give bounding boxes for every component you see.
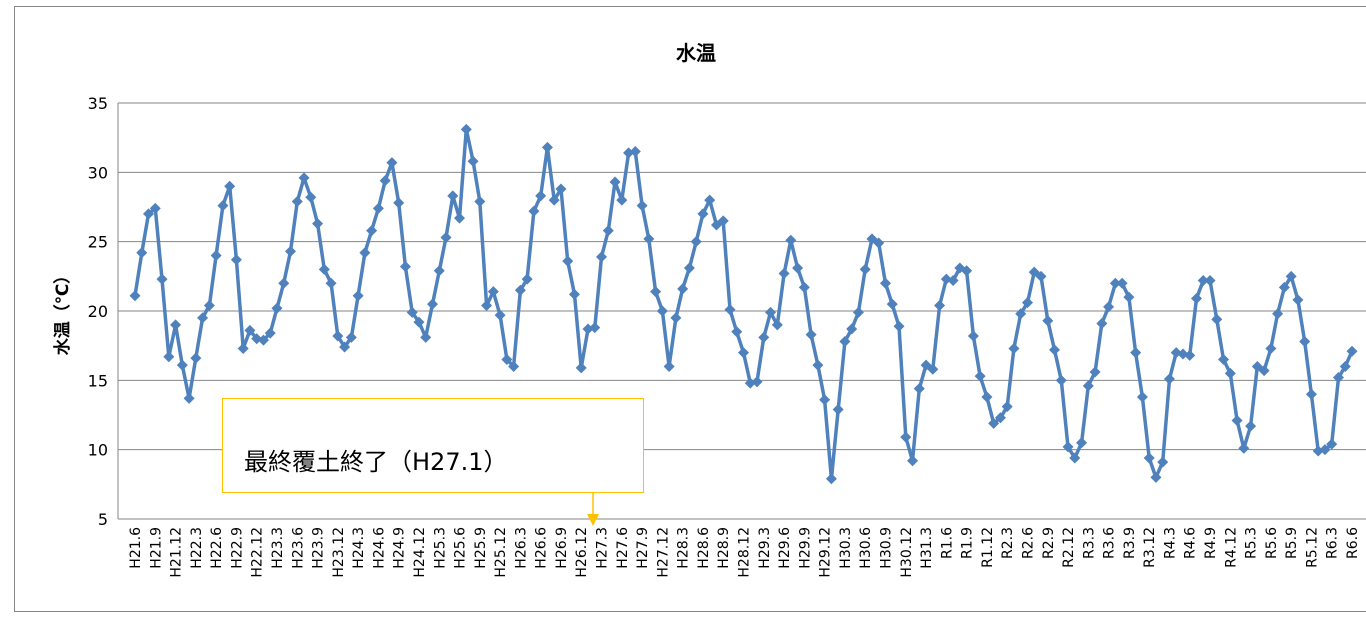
x-tick-label: R4.12 — [1223, 527, 1239, 568]
x-tick-label: R1.9 — [960, 527, 976, 559]
x-tick-label: H28.12 — [737, 527, 753, 578]
x-tick-label: H29.9 — [797, 527, 813, 569]
x-tick-label: R4.6 — [1183, 527, 1199, 559]
x-tick-label: H26.9 — [554, 527, 570, 569]
x-tick-label: R1.6 — [939, 527, 955, 559]
x-tick-label: R1.12 — [980, 527, 996, 568]
x-tick-label: H24.6 — [371, 527, 387, 569]
x-tick-label: H24.9 — [392, 527, 408, 569]
x-tick-label: R2.12 — [1061, 527, 1077, 568]
x-tick-label: H22.6 — [209, 527, 225, 569]
x-tick-label: H23.6 — [290, 527, 306, 569]
chart-frame — [15, 7, 1366, 612]
x-tick-label: R5.12 — [1304, 527, 1320, 568]
x-tick-label: H27.12 — [655, 527, 671, 578]
x-tick-label: H24.12 — [412, 527, 428, 578]
x-tick-label: H23.12 — [331, 527, 347, 578]
x-tick-label: R5.9 — [1284, 527, 1300, 559]
x-tick-label: H22.9 — [229, 527, 245, 569]
x-tick-label: H27.3 — [595, 527, 611, 569]
x-tick-label: R3.9 — [1122, 527, 1138, 559]
x-tick-label: R2.9 — [1041, 527, 1057, 559]
y-axis-label: 水温（℃） — [52, 267, 73, 356]
y-tick-label: 35 — [88, 94, 108, 113]
y-tick-label: 25 — [88, 233, 108, 252]
annotation-box — [223, 399, 644, 493]
x-tick-label: R6.3 — [1325, 527, 1341, 559]
x-tick-label: R4.9 — [1203, 527, 1219, 559]
x-tick-label: R6.6 — [1345, 527, 1361, 559]
x-tick-label: R5.3 — [1244, 527, 1260, 559]
x-tick-label: H30.6 — [858, 527, 874, 569]
x-tick-label: H23.9 — [311, 527, 327, 569]
x-tick-label: H30.9 — [878, 527, 894, 569]
x-tick-label: H27.9 — [635, 527, 651, 569]
x-tick-label: H30.3 — [838, 527, 854, 569]
x-tick-label: H21.9 — [148, 527, 164, 569]
x-tick-label: H29.3 — [757, 527, 773, 569]
y-tick-label: 10 — [88, 441, 108, 460]
x-tick-label: R3.12 — [1142, 527, 1158, 568]
chart-title: 水温 — [676, 41, 716, 65]
x-tick-label: H30.12 — [899, 527, 915, 578]
x-tick-label: R4.3 — [1162, 527, 1178, 559]
x-tick-label: H21.12 — [169, 527, 185, 578]
x-tick-label: H22.3 — [189, 527, 205, 569]
x-tick-label: H21.6 — [128, 527, 144, 569]
x-tick-label: H25.6 — [453, 527, 469, 569]
x-tick-label: H26.6 — [534, 527, 550, 569]
x-tick-label: H23.3 — [270, 527, 286, 569]
x-tick-label: H31.3 — [919, 527, 935, 569]
x-tick-label: R3.3 — [1081, 527, 1097, 559]
x-tick-label: H27.6 — [615, 527, 631, 569]
x-tick-label: H28.9 — [716, 527, 732, 569]
x-tick-label: R3.6 — [1102, 527, 1118, 559]
x-tick-label: R5.6 — [1264, 527, 1280, 559]
x-tick-label: R2.3 — [1000, 527, 1016, 559]
y-tick-label: 20 — [88, 302, 108, 321]
x-tick-label: H28.3 — [676, 527, 692, 569]
x-tick-label: H28.6 — [696, 527, 712, 569]
x-tick-label: H22.12 — [250, 527, 266, 578]
y-tick-label: 5 — [98, 510, 108, 529]
x-tick-label: H29.12 — [818, 527, 834, 578]
x-tick-label: H25.3 — [432, 527, 448, 569]
x-tick-label: H29.6 — [777, 527, 793, 569]
x-tick-label: H26.12 — [574, 527, 590, 578]
x-tick-label: H26.3 — [513, 527, 529, 569]
annotation-text: 最終覆土終了（H27.1） — [244, 448, 507, 476]
x-tick-label: H25.12 — [493, 527, 509, 578]
x-tick-label: R2.6 — [1020, 527, 1036, 559]
y-tick-label: 15 — [88, 371, 108, 390]
x-tick-label: H24.3 — [351, 527, 367, 569]
y-tick-label: 30 — [88, 163, 108, 182]
x-tick-label: H25.9 — [473, 527, 489, 569]
